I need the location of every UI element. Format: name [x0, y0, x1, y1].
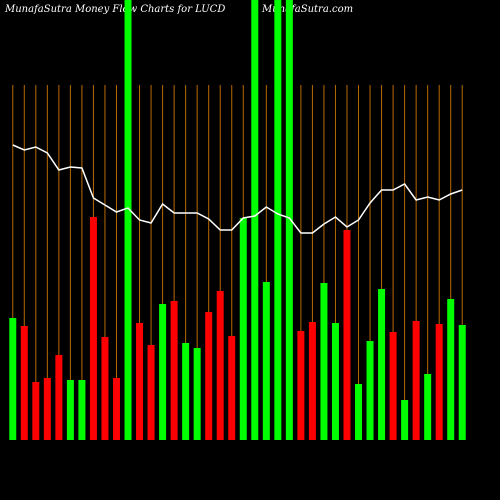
bar [331, 323, 339, 440]
bar [424, 374, 432, 440]
bar [378, 289, 386, 440]
bar [159, 304, 167, 440]
bar [66, 380, 74, 440]
bar [320, 283, 328, 440]
bar [308, 322, 316, 440]
bar [435, 324, 443, 440]
bar [136, 323, 144, 440]
bar [366, 341, 374, 440]
bar [20, 326, 28, 440]
bar [193, 348, 201, 440]
bar [170, 301, 178, 440]
bar [285, 0, 293, 440]
bar [182, 343, 190, 440]
bar [458, 325, 466, 440]
bar [43, 378, 51, 440]
bar [101, 337, 109, 440]
bar [89, 217, 97, 440]
bar [343, 230, 351, 440]
bar [32, 382, 40, 440]
bar [297, 331, 305, 440]
bar [78, 380, 86, 440]
bar [147, 345, 155, 440]
bar [216, 291, 224, 440]
bar [205, 312, 213, 440]
bar [355, 384, 363, 440]
bar [239, 218, 247, 440]
chart-subtitle: MunafaSutra.com [261, 4, 353, 15]
flow-line [12, 144, 463, 234]
bar [9, 318, 17, 440]
chart-title: MunafaSutra Money Flow Charts for LUCD [4, 4, 225, 15]
bar [447, 299, 455, 440]
bar [401, 400, 409, 440]
bar [55, 355, 63, 440]
bar [262, 282, 270, 440]
bar [389, 332, 397, 440]
bar [228, 336, 236, 440]
bar [124, 0, 132, 440]
bar [412, 321, 420, 440]
bar [112, 378, 120, 440]
bar [274, 0, 282, 440]
bar [251, 0, 259, 440]
